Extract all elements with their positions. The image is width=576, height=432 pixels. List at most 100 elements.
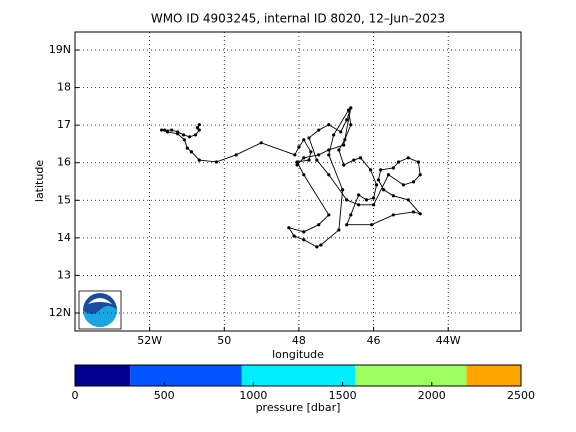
profile-point [345,223,349,227]
plot-frame [74,31,522,332]
profile-point [302,238,306,242]
profile-point [371,196,376,200]
y-tick-label: 12N [49,306,71,319]
colorbar-tick-label: 1000 [239,389,267,402]
profile-point [315,158,319,162]
profile-point [411,180,416,184]
profile-point [317,223,321,227]
profile-point [307,136,311,140]
y-tick-label: 14 [57,231,71,244]
colorbar-segment [241,365,356,386]
colorbar-tick-label: 0 [72,389,79,402]
colorbar-tick-label: 2500 [507,389,535,402]
profile-point [315,245,319,249]
x-tick-label: 46 [367,334,381,347]
profile-point [309,150,313,154]
profile-point [295,160,299,164]
x-tick-label: 50 [217,334,231,347]
colorbar-tick-label: 500 [154,389,175,402]
profile-point [357,203,361,207]
profile-point [396,160,401,164]
colorbar-segment [466,365,521,386]
y-tick-label: 16 [57,156,71,169]
profile-point [197,123,201,127]
profile-point [349,123,353,127]
profile-point [345,118,349,122]
colorbar-tick-label: 2000 [418,389,446,402]
profile-point [337,148,341,152]
x-tick-label: 52W [137,334,162,347]
profile-point [185,146,189,150]
profile-point [327,153,331,157]
profile-point [182,133,186,137]
profile-point [302,173,306,177]
profile-point [302,156,306,160]
profile-point [343,138,347,142]
profile-point [327,148,331,152]
colorbar-frame [74,364,522,387]
profile-point [317,153,321,157]
y-tick-label: 15 [57,193,71,206]
colorbar-segment [355,365,467,386]
x-axis-label: longitude [272,348,324,361]
profile-point [297,145,301,149]
profile-point [159,128,164,132]
profile-point [170,128,174,132]
profile-point [418,173,422,177]
profile-point [287,226,291,230]
x-tick-label: 44W [436,334,461,347]
profile-point [337,228,341,232]
profile-point [197,158,201,162]
profile-point [401,183,406,187]
profile-point [349,213,353,217]
profile-point [345,198,349,202]
profile-point [165,130,170,134]
profile-point [319,243,323,247]
profile-point [292,234,296,238]
profile-point [352,158,356,162]
profile-point [176,132,180,136]
profile-point [376,178,381,182]
profile-point [391,194,395,198]
y-tick-label: 13 [57,268,71,281]
profile-point [182,138,186,142]
profile-point [327,123,331,127]
profile-point [382,188,386,192]
profile-point [189,150,194,154]
profile-point [349,106,353,110]
profile-point [234,153,238,157]
profile-point [368,168,373,172]
profile-point [187,135,192,139]
profile-point [214,160,219,164]
colorbar-label: pressure [dbar] [256,401,341,414]
profile-point [317,128,321,132]
profile-point [370,223,374,227]
profile-point [379,168,383,172]
profile-point [416,160,420,164]
profile-point [259,141,263,145]
profile-point [293,153,297,157]
profile-point [371,203,376,207]
profile-point [195,126,200,130]
y-tick-label: 17 [57,118,71,131]
profile-point [346,108,351,112]
colorbar-segment [130,365,242,386]
profile-point [342,143,346,147]
colorbar-segment [75,365,131,386]
profile-point [327,173,331,177]
noaa-logo [78,290,122,330]
profile-point [406,198,410,202]
profile-point [332,133,336,137]
profile-point [341,188,345,192]
profile-point [374,183,379,187]
profile-point [162,128,167,132]
profile-point [418,212,422,216]
chart-title: WMO ID 4903245, internal ID 8020, 12–Jun… [151,12,445,26]
profile-point [411,210,416,214]
profile-point [391,213,395,217]
profile-point [302,138,306,142]
profile-point [358,156,363,160]
profile-point [302,230,306,234]
